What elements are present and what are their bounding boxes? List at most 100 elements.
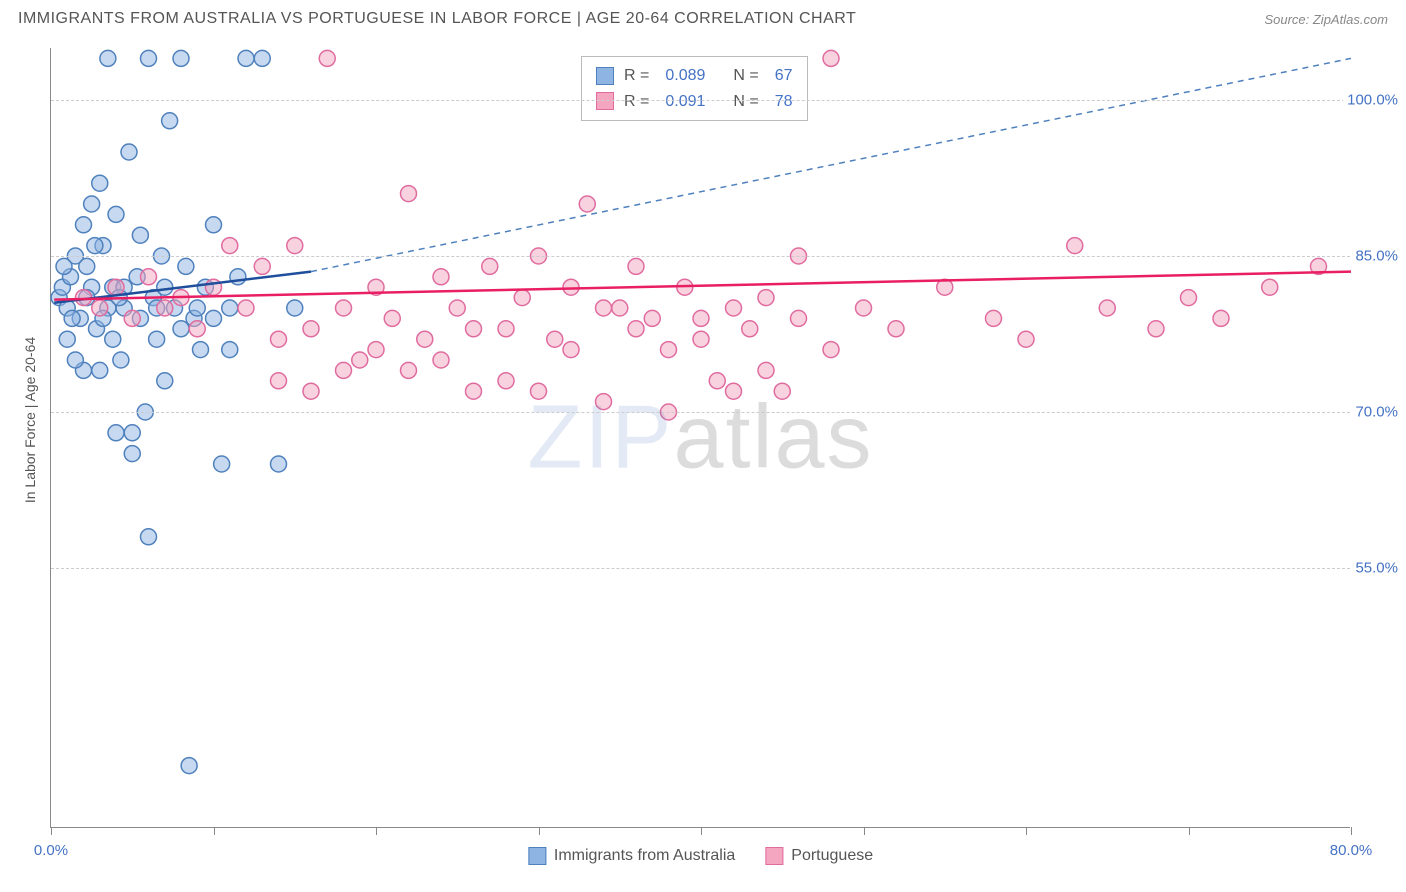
x-tick (1026, 827, 1027, 835)
scatter-point (417, 331, 433, 347)
scatter-point (178, 258, 194, 274)
scatter-point (287, 300, 303, 316)
legend-swatch (596, 67, 614, 85)
scatter-point (189, 300, 205, 316)
scatter-point (514, 290, 530, 306)
scatter-point (758, 290, 774, 306)
y-axis-label: In Labor Force | Age 20-64 (22, 337, 38, 503)
legend-swatch (596, 92, 614, 110)
scatter-point (157, 373, 173, 389)
scatter-point (254, 50, 270, 66)
chart-title: IMMIGRANTS FROM AUSTRALIA VS PORTUGUESE … (18, 10, 856, 28)
scatter-point (1099, 300, 1115, 316)
scatter-point (401, 186, 417, 202)
scatter-point (56, 258, 72, 274)
scatter-point (531, 383, 547, 399)
scatter-point (563, 342, 579, 358)
scatter-point (709, 373, 725, 389)
r-value: 0.091 (665, 89, 705, 115)
n-label: N = (733, 89, 758, 115)
y-tick-label: 100.0% (1343, 92, 1402, 109)
scatter-plot (51, 48, 1350, 827)
scatter-point (222, 342, 238, 358)
scatter-point (124, 446, 140, 462)
scatter-point (498, 321, 514, 337)
x-tick (539, 827, 540, 835)
scatter-point (482, 258, 498, 274)
scatter-point (628, 321, 644, 337)
scatter-point (173, 50, 189, 66)
legend-swatch (528, 847, 546, 865)
scatter-point (100, 50, 116, 66)
scatter-point (823, 50, 839, 66)
scatter-point (449, 300, 465, 316)
x-tick (1351, 827, 1352, 835)
trend-line (54, 272, 1351, 300)
y-tick-label: 70.0% (1351, 404, 1402, 421)
scatter-point (181, 758, 197, 774)
scatter-point (59, 331, 75, 347)
scatter-point (303, 383, 319, 399)
scatter-point (108, 279, 124, 295)
plot-area: ZIPatlas R =0.089N =67R =0.091N =78 Immi… (50, 48, 1350, 828)
scatter-point (1148, 321, 1164, 337)
legend-item: Portuguese (765, 847, 873, 865)
scatter-point (401, 362, 417, 378)
r-label: R = (624, 63, 649, 89)
scatter-point (193, 342, 209, 358)
gridline-h (51, 568, 1350, 569)
scatter-point (612, 300, 628, 316)
scatter-point (644, 310, 660, 326)
scatter-point (693, 310, 709, 326)
legend-row: R = 0.091 N = 78 (596, 89, 793, 115)
scatter-point (189, 321, 205, 337)
scatter-point (1067, 238, 1083, 254)
x-tick (1189, 827, 1190, 835)
scatter-point (433, 269, 449, 285)
scatter-point (1213, 310, 1229, 326)
legend-row: R =0.089N =67 (596, 63, 793, 89)
scatter-point (108, 425, 124, 441)
n-value: 67 (775, 63, 793, 89)
scatter-point (79, 258, 95, 274)
scatter-point (132, 227, 148, 243)
scatter-point (157, 279, 173, 295)
scatter-point (579, 196, 595, 212)
legend-label: Immigrants from Australia (554, 847, 735, 865)
n-value: 78 (775, 89, 793, 115)
r-value: 0.089 (665, 63, 705, 89)
scatter-point (742, 321, 758, 337)
scatter-point (214, 456, 230, 472)
legend-item: Immigrants from Australia (528, 847, 735, 865)
scatter-point (1181, 290, 1197, 306)
scatter-point (254, 258, 270, 274)
scatter-point (271, 331, 287, 347)
gridline-h (51, 412, 1350, 413)
gridline-h (51, 256, 1350, 257)
scatter-point (87, 238, 103, 254)
scatter-point (303, 321, 319, 337)
scatter-point (76, 217, 92, 233)
scatter-point (596, 300, 612, 316)
scatter-point (67, 352, 83, 368)
trend-line-dashed (311, 58, 1351, 271)
scatter-point (287, 238, 303, 254)
r-label: R = (624, 89, 649, 115)
scatter-point (466, 383, 482, 399)
x-tick (701, 827, 702, 835)
scatter-point (368, 342, 384, 358)
scatter-point (986, 310, 1002, 326)
x-tick (51, 827, 52, 835)
scatter-point (384, 310, 400, 326)
scatter-point (162, 113, 178, 129)
scatter-point (92, 300, 108, 316)
x-tick (376, 827, 377, 835)
scatter-point (64, 310, 80, 326)
scatter-point (661, 342, 677, 358)
series-legend: Immigrants from Australia Portuguese (528, 847, 873, 865)
y-tick-label: 55.0% (1351, 560, 1402, 577)
scatter-point (108, 206, 124, 222)
scatter-point (1018, 331, 1034, 347)
scatter-point (336, 362, 352, 378)
scatter-point (238, 50, 254, 66)
